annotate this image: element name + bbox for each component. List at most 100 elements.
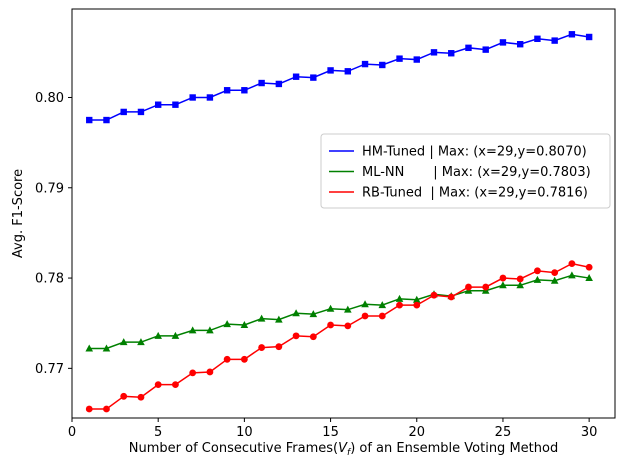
data-point-hm-tuned bbox=[86, 116, 93, 124]
data-point-hm-tuned bbox=[172, 101, 179, 108]
data-point-ml-nn bbox=[568, 271, 576, 279]
y-tick-label: 0.79 bbox=[35, 181, 64, 196]
data-point-ml-nn bbox=[412, 295, 421, 303]
data-point-hm-tuned bbox=[137, 108, 145, 116]
data-point-ml-nn bbox=[240, 321, 249, 329]
data-point-ml-nn bbox=[326, 304, 335, 312]
data-point-ml-nn bbox=[102, 344, 111, 352]
data-point-hm-tuned bbox=[206, 94, 214, 101]
data-point-hm-tuned bbox=[275, 80, 283, 88]
data-point-hm-tuned bbox=[154, 101, 162, 108]
data-point-ml-nn bbox=[378, 301, 387, 309]
x-tick-label: 0 bbox=[68, 425, 76, 440]
y-axis-label: Avg. F1-Score bbox=[11, 169, 26, 258]
data-point-ml-nn bbox=[119, 338, 128, 346]
data-point-ml-nn bbox=[137, 338, 145, 346]
data-point-ml-nn bbox=[188, 326, 197, 334]
data-point-rb-tuned bbox=[413, 301, 421, 309]
data-point-rb-tuned bbox=[482, 283, 490, 291]
data-point-ml-nn bbox=[275, 315, 283, 323]
data-point-rb-tuned bbox=[223, 355, 231, 363]
data-point-rb-tuned bbox=[465, 283, 472, 291]
data-point-hm-tuned bbox=[430, 49, 438, 56]
x-axis-ticks: 0 5 10 15 20 25 30 bbox=[68, 418, 598, 440]
plot-marks bbox=[85, 31, 593, 413]
data-point-rb-tuned bbox=[378, 312, 386, 320]
data-point-hm-tuned bbox=[448, 50, 455, 57]
data-point-hm-tuned bbox=[327, 67, 334, 74]
data-point-rb-tuned bbox=[568, 260, 576, 268]
data-point-rb-tuned bbox=[154, 381, 162, 388]
data-point-hm-tuned bbox=[516, 41, 524, 48]
y-axis-ticks: 0.77 0.78 0.79 0.80 bbox=[35, 91, 72, 377]
data-point-hm-tuned bbox=[120, 108, 127, 116]
data-point-rb-tuned bbox=[327, 321, 334, 329]
y-tick-label: 0.77 bbox=[35, 362, 64, 377]
data-point-rb-tuned bbox=[585, 263, 593, 271]
data-point-rb-tuned bbox=[206, 368, 214, 376]
data-point-ml-nn bbox=[223, 320, 231, 328]
legend-label-ml-nn: ML-NN | Max: (x=29,y=0.7803) bbox=[362, 165, 591, 180]
data-point-rb-tuned bbox=[258, 344, 266, 351]
series-line-ml-nn bbox=[89, 274, 590, 350]
data-point-rb-tuned bbox=[344, 322, 352, 330]
data-point-hm-tuned bbox=[499, 39, 507, 46]
data-point-hm-tuned bbox=[585, 33, 593, 41]
data-point-rb-tuned bbox=[137, 393, 145, 401]
data-point-rb-tuned bbox=[292, 332, 300, 340]
data-point-ml-nn bbox=[550, 276, 559, 284]
data-point-hm-tuned bbox=[465, 44, 472, 52]
data-point-ml-nn bbox=[206, 326, 214, 334]
data-point-rb-tuned bbox=[499, 274, 507, 282]
data-point-hm-tuned bbox=[413, 56, 420, 63]
x-tick-label: 30 bbox=[581, 425, 598, 440]
data-point-hm-tuned bbox=[568, 31, 576, 38]
x-axis-label: Number of Consecutive Frames(Vf) of an E… bbox=[129, 441, 558, 458]
data-point-rb-tuned bbox=[189, 369, 197, 377]
data-point-hm-tuned bbox=[258, 79, 265, 87]
data-point-hm-tuned bbox=[310, 74, 317, 81]
data-point-rb-tuned bbox=[430, 291, 438, 299]
data-point-hm-tuned bbox=[396, 55, 403, 62]
data-point-ml-nn bbox=[361, 300, 369, 308]
data-point-hm-tuned bbox=[482, 46, 489, 53]
data-point-hm-tuned bbox=[379, 61, 386, 69]
x-tick-label: 5 bbox=[154, 425, 162, 440]
x-tick-label: 15 bbox=[322, 425, 339, 440]
data-point-hm-tuned bbox=[241, 87, 248, 94]
data-point-rb-tuned bbox=[361, 312, 369, 320]
data-point-ml-nn bbox=[499, 281, 507, 289]
data-point-ml-nn bbox=[344, 305, 352, 313]
legend-box bbox=[320, 133, 611, 209]
data-point-ml-nn bbox=[516, 281, 524, 289]
y-tick-label: 0.78 bbox=[35, 272, 64, 287]
y-tick-label: 0.80 bbox=[35, 91, 64, 106]
data-point-rb-tuned bbox=[447, 293, 455, 301]
data-point-rb-tuned bbox=[275, 343, 283, 351]
x-tick-label: 20 bbox=[408, 425, 425, 440]
plot-frame bbox=[71, 8, 616, 419]
series-hm-tuned bbox=[86, 31, 593, 124]
data-point-rb-tuned bbox=[396, 301, 403, 309]
x-tick-label: 25 bbox=[495, 425, 512, 440]
data-point-hm-tuned bbox=[223, 87, 231, 94]
data-point-rb-tuned bbox=[551, 269, 559, 277]
series-rb-tuned bbox=[85, 260, 593, 413]
data-point-ml-nn bbox=[533, 275, 542, 283]
data-point-hm-tuned bbox=[103, 116, 110, 124]
data-point-hm-tuned bbox=[189, 94, 196, 101]
data-point-ml-nn bbox=[85, 344, 94, 352]
data-point-hm-tuned bbox=[361, 60, 369, 68]
data-point-rb-tuned bbox=[309, 333, 317, 341]
series-ml-nn bbox=[85, 271, 593, 352]
data-point-ml-nn bbox=[292, 309, 300, 317]
data-point-hm-tuned bbox=[551, 37, 558, 44]
data-point-rb-tuned bbox=[240, 355, 248, 363]
data-point-rb-tuned bbox=[103, 405, 110, 413]
data-point-hm-tuned bbox=[534, 35, 541, 42]
data-point-rb-tuned bbox=[534, 267, 541, 275]
data-point-ml-nn bbox=[585, 274, 593, 282]
legend-label-rb-tuned: RB-Tuned | Max: (x=29,y=0.7816) bbox=[362, 186, 588, 201]
x-tick-label: 10 bbox=[236, 425, 253, 440]
